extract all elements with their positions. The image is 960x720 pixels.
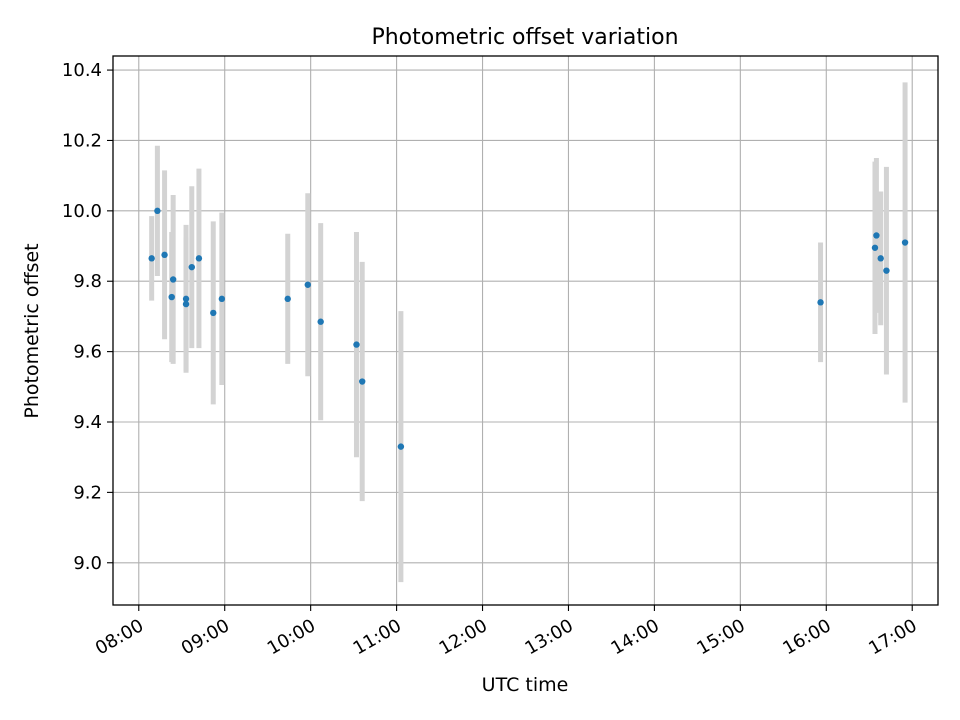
data-point [873,232,880,239]
data-point [353,341,360,348]
chart-title: Photometric offset variation [371,25,678,50]
data-point [397,443,405,450]
data-point [168,293,175,301]
y-tick-label: 10.2 [62,130,102,151]
data-point [877,255,884,262]
y-tick-label: 10.0 [62,201,102,222]
data-point [304,281,311,288]
data-point [182,295,190,303]
x-axis-label: UTC time [482,674,569,696]
data-point [817,299,824,306]
y-tick-label: 9.0 [73,553,102,574]
data-point [188,263,195,271]
data-point [169,276,177,283]
data-point [901,239,909,246]
data-point [218,295,226,303]
data-point [871,244,879,251]
data-point [210,309,217,317]
data-point [195,255,203,262]
data-point [148,255,155,262]
y-axis-label: Photometric offset [21,243,43,418]
data-point [883,267,890,274]
grid [113,56,938,605]
data-point [317,318,324,325]
data-point [359,378,366,385]
y-tick-label: 9.8 [73,271,102,292]
y-tick-label: 10.4 [62,60,102,81]
data-points [148,207,909,450]
data-point [284,295,291,303]
data-point [154,207,161,215]
y-tick-label: 9.2 [73,482,102,503]
y-tick-label: 9.6 [73,342,102,363]
data-point [161,251,168,259]
plot-frame [112,55,939,606]
y-axis: 9.0 9.2 9.4 9.6 9.8 10.0 10.2 10.4 [62,60,113,574]
data-point [182,300,190,308]
y-tick-label: 9.4 [73,412,102,433]
